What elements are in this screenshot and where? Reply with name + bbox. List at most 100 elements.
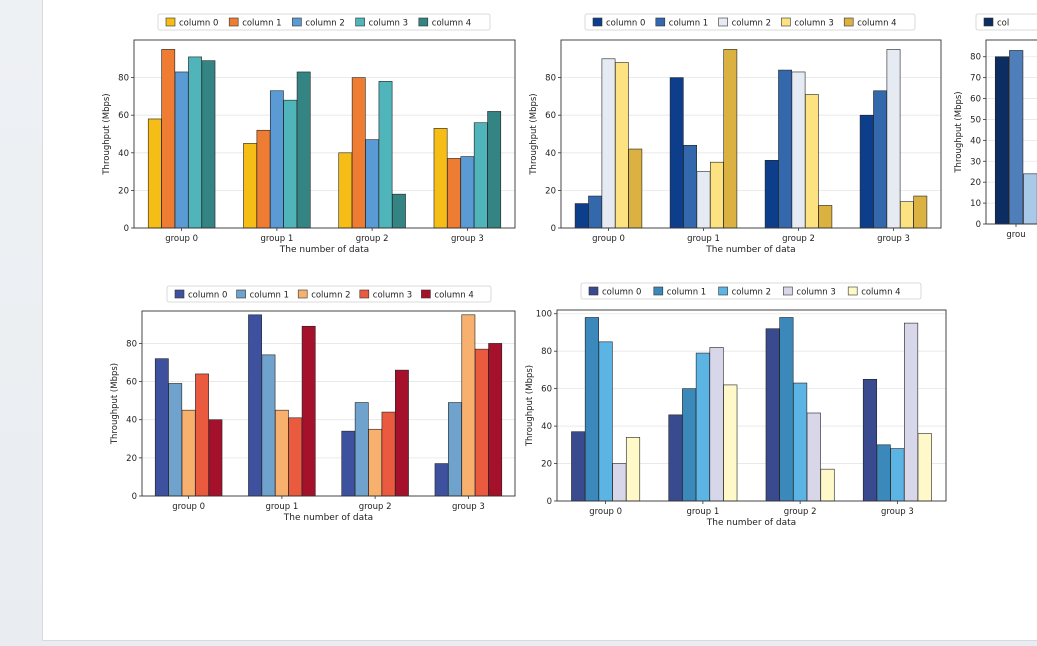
legend-swatch xyxy=(359,289,370,299)
bar xyxy=(256,129,271,229)
legend-swatch xyxy=(421,289,431,299)
bar xyxy=(598,341,613,502)
legend-swatch xyxy=(174,289,185,299)
bar xyxy=(161,49,176,229)
x-tick-label: group 1 xyxy=(687,234,720,244)
legend: column 0 column 1 column 2 column 3 column 4 xyxy=(584,13,916,31)
y-tick-label: 30 xyxy=(970,157,981,167)
y-tick-label: 80 xyxy=(541,347,552,357)
bar xyxy=(154,358,169,497)
legend-label: column 4 xyxy=(434,291,473,301)
y-tick-label: 80 xyxy=(545,74,556,84)
x-tick-label: group 0 xyxy=(172,502,205,512)
y-tick-label: 0 xyxy=(132,492,137,502)
x-tick-label: group 0 xyxy=(165,234,198,244)
bar xyxy=(261,354,276,497)
bar xyxy=(904,322,919,502)
bar xyxy=(288,417,303,497)
legend-swatch xyxy=(718,17,728,27)
legend-label: column 3 xyxy=(369,19,408,29)
legend-swatch xyxy=(165,17,176,27)
bar xyxy=(709,347,724,502)
bar xyxy=(188,56,202,229)
y-tick-label: 50 xyxy=(970,115,981,125)
x-tick-label: group 2 xyxy=(359,502,392,512)
bar xyxy=(571,431,586,502)
x-axis-label: The number of data xyxy=(283,513,373,523)
legend-swatch xyxy=(418,17,429,27)
bar xyxy=(994,56,1010,225)
bar xyxy=(338,152,353,229)
legend-box xyxy=(166,285,492,303)
legend-label: column 4 xyxy=(432,19,471,29)
legend-label: column 0 xyxy=(602,288,641,298)
legend-label: column 2 xyxy=(311,291,350,301)
y-tick-label: 60 xyxy=(970,95,981,105)
bar xyxy=(365,139,380,229)
bar xyxy=(778,69,792,229)
bar xyxy=(764,160,779,229)
bar xyxy=(368,428,383,497)
bar xyxy=(174,71,189,229)
legend-label: col xyxy=(997,19,1009,29)
legend-swatch xyxy=(228,17,239,27)
bar xyxy=(461,314,476,497)
bar xyxy=(601,58,616,229)
x-tick-label: group 0 xyxy=(589,507,622,517)
legend-label: column 3 xyxy=(373,291,412,301)
legend-box xyxy=(157,13,491,31)
bar xyxy=(395,369,409,497)
bar xyxy=(588,195,602,229)
legend-box xyxy=(580,282,922,300)
bar xyxy=(269,90,284,229)
y-tick-label: 40 xyxy=(545,149,556,159)
bar xyxy=(392,193,406,229)
bar xyxy=(820,468,835,502)
legend-label: column 2 xyxy=(305,19,344,29)
legend-swatch xyxy=(983,17,994,27)
chart-2: 0 10 20 30 40 50 60 70 80 grou Throughput (Mbps) co… xyxy=(954,13,1037,240)
x-tick-label: group 2 xyxy=(356,234,389,244)
bar xyxy=(195,373,209,497)
bar xyxy=(354,402,369,497)
bar xyxy=(1009,50,1024,225)
y-axis-label: Throughput (Mbps) xyxy=(525,365,535,447)
bar xyxy=(487,111,502,229)
x-tick-label: group 1 xyxy=(260,234,293,244)
x-tick-label: group 2 xyxy=(784,507,817,517)
x-tick-label: grou xyxy=(1006,230,1025,240)
bar xyxy=(668,414,683,502)
bar xyxy=(806,412,821,502)
legend-swatch xyxy=(588,286,599,296)
y-tick-label: 40 xyxy=(970,136,981,146)
bar xyxy=(168,383,183,497)
x-tick-label: group 1 xyxy=(686,507,719,517)
charts-canvas: 0 20 40 60 80 group 0 group 1 group 2 group 3 The… xyxy=(102,13,1037,528)
plot-frame xyxy=(560,39,942,229)
y-axis-label: Throughput (Mbps) xyxy=(110,363,120,445)
legend-swatch xyxy=(292,17,302,27)
legend-label: column 4 xyxy=(857,19,896,29)
y-tick-label: 20 xyxy=(118,186,129,196)
legend-label: column 3 xyxy=(794,19,833,29)
y-tick-label: 60 xyxy=(126,378,137,388)
y-tick-label: 20 xyxy=(545,186,556,196)
bar xyxy=(793,382,808,502)
bar xyxy=(474,348,489,497)
y-tick-label: 60 xyxy=(541,385,552,395)
bar xyxy=(614,62,629,229)
y-axis-label: Throughput (Mbps) xyxy=(102,93,112,175)
legend-label: column 0 xyxy=(188,291,227,301)
bar xyxy=(301,325,316,497)
bar xyxy=(818,205,833,229)
legend-label: column 4 xyxy=(861,288,900,298)
legend-label: column 1 xyxy=(667,288,706,298)
y-tick-label: 100 xyxy=(536,310,552,320)
y-tick-label: 60 xyxy=(545,111,556,121)
bar xyxy=(873,90,887,229)
legend-label: column 0 xyxy=(179,19,218,29)
bar xyxy=(899,201,914,229)
plot-frame xyxy=(556,309,947,502)
bar xyxy=(473,122,488,229)
x-axis-label: The number of data xyxy=(279,245,369,255)
